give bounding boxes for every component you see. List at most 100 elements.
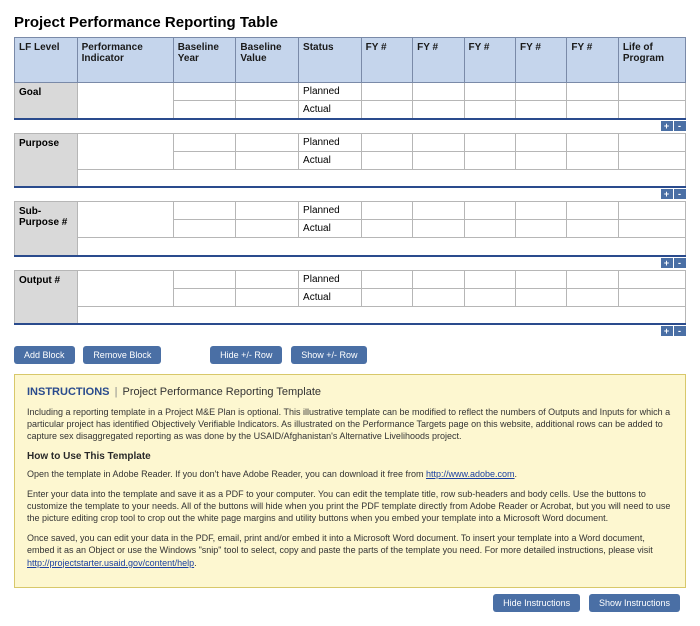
cell[interactable] <box>515 202 566 220</box>
cell[interactable] <box>173 288 236 306</box>
table-row: Goal Planned <box>15 83 686 101</box>
add-block-button[interactable]: Add Block <box>14 346 75 364</box>
cell[interactable] <box>464 83 515 101</box>
cell[interactable] <box>464 151 515 169</box>
cell[interactable] <box>236 220 299 238</box>
cell-indicator[interactable] <box>77 270 173 306</box>
cell-extra[interactable] <box>77 169 685 187</box>
cell[interactable] <box>567 101 618 119</box>
instructions-para-4: Once saved, you can edit your data in th… <box>27 532 673 568</box>
cell[interactable] <box>618 133 685 151</box>
instructions-para-2: Open the template in Adobe Reader. If yo… <box>27 468 673 480</box>
cell[interactable] <box>618 151 685 169</box>
cell[interactable] <box>361 220 412 238</box>
add-row-button[interactable]: + <box>661 121 673 131</box>
cell[interactable] <box>236 202 299 220</box>
cell[interactable] <box>236 133 299 151</box>
cell[interactable] <box>413 101 464 119</box>
cell[interactable] <box>618 288 685 306</box>
cell[interactable] <box>236 83 299 101</box>
hide-instructions-button[interactable]: Hide Instructions <box>493 594 580 612</box>
cell[interactable] <box>413 83 464 101</box>
cell[interactable] <box>413 270 464 288</box>
cell[interactable] <box>464 133 515 151</box>
cell[interactable] <box>618 270 685 288</box>
cell[interactable] <box>464 220 515 238</box>
cell[interactable] <box>413 133 464 151</box>
cell[interactable] <box>173 101 236 119</box>
cell[interactable] <box>567 288 618 306</box>
cell[interactable] <box>515 151 566 169</box>
cell-indicator[interactable] <box>77 83 173 119</box>
cell[interactable] <box>567 220 618 238</box>
table-header-row: LF Level Performance Indicator Baseline … <box>15 38 686 83</box>
remove-row-button[interactable]: - <box>674 189 686 199</box>
cell[interactable] <box>567 202 618 220</box>
col-status: Status <box>299 38 362 83</box>
cell-extra[interactable] <box>77 306 685 324</box>
lf-cell-subpurpose[interactable]: Sub-Purpose # <box>15 202 78 256</box>
cell[interactable] <box>464 101 515 119</box>
cell[interactable] <box>413 202 464 220</box>
table-row: Sub-Purpose # Planned <box>15 202 686 220</box>
cell[interactable] <box>567 270 618 288</box>
block-separator: +- <box>15 324 686 338</box>
show-row-button[interactable]: Show +/- Row <box>291 346 367 364</box>
cell[interactable] <box>361 101 412 119</box>
cell[interactable] <box>567 83 618 101</box>
cell[interactable] <box>464 288 515 306</box>
cell[interactable] <box>515 270 566 288</box>
cell[interactable] <box>173 83 236 101</box>
cell[interactable] <box>361 133 412 151</box>
cell[interactable] <box>361 151 412 169</box>
cell[interactable] <box>361 270 412 288</box>
remove-row-button[interactable]: - <box>674 326 686 336</box>
cell[interactable] <box>173 220 236 238</box>
remove-row-button[interactable]: - <box>674 121 686 131</box>
cell[interactable] <box>567 133 618 151</box>
cell[interactable] <box>173 151 236 169</box>
cell[interactable] <box>361 83 412 101</box>
remove-block-button[interactable]: Remove Block <box>83 346 161 364</box>
cell[interactable] <box>618 101 685 119</box>
cell-indicator[interactable] <box>77 133 173 169</box>
cell-indicator[interactable] <box>77 202 173 238</box>
cell[interactable] <box>236 270 299 288</box>
cell[interactable] <box>361 288 412 306</box>
text: Once saved, you can edit your data in th… <box>27 533 653 555</box>
cell[interactable] <box>515 220 566 238</box>
cell[interactable] <box>173 270 236 288</box>
cell[interactable] <box>515 101 566 119</box>
cell[interactable] <box>361 202 412 220</box>
cell-extra[interactable] <box>77 238 685 256</box>
cell[interactable] <box>236 288 299 306</box>
cell[interactable] <box>413 220 464 238</box>
cell[interactable] <box>413 151 464 169</box>
cell[interactable] <box>236 151 299 169</box>
cell[interactable] <box>236 101 299 119</box>
cell[interactable] <box>567 151 618 169</box>
cell[interactable] <box>618 83 685 101</box>
add-row-button[interactable]: + <box>661 258 673 268</box>
cell[interactable] <box>618 220 685 238</box>
cell[interactable] <box>464 202 515 220</box>
lf-cell-purpose[interactable]: Purpose <box>15 133 78 187</box>
add-row-button[interactable]: + <box>661 189 673 199</box>
cell[interactable] <box>464 270 515 288</box>
cell[interactable] <box>515 288 566 306</box>
show-instructions-button[interactable]: Show Instructions <box>589 594 680 612</box>
cell[interactable] <box>515 83 566 101</box>
cell[interactable] <box>173 133 236 151</box>
cell[interactable] <box>618 202 685 220</box>
remove-row-button[interactable]: - <box>674 258 686 268</box>
help-link[interactable]: http://projectstarter.usaid.gov/content/… <box>27 558 194 568</box>
adobe-link[interactable]: http://www.adobe.com <box>426 469 515 479</box>
lf-cell-goal[interactable]: Goal <box>15 83 78 119</box>
cell[interactable] <box>413 288 464 306</box>
add-row-button[interactable]: + <box>661 326 673 336</box>
lf-cell-output[interactable]: Output # <box>15 270 78 324</box>
cell[interactable] <box>173 202 236 220</box>
cell[interactable] <box>515 133 566 151</box>
col-fy-5: FY # <box>567 38 618 83</box>
hide-row-button[interactable]: Hide +/- Row <box>210 346 282 364</box>
